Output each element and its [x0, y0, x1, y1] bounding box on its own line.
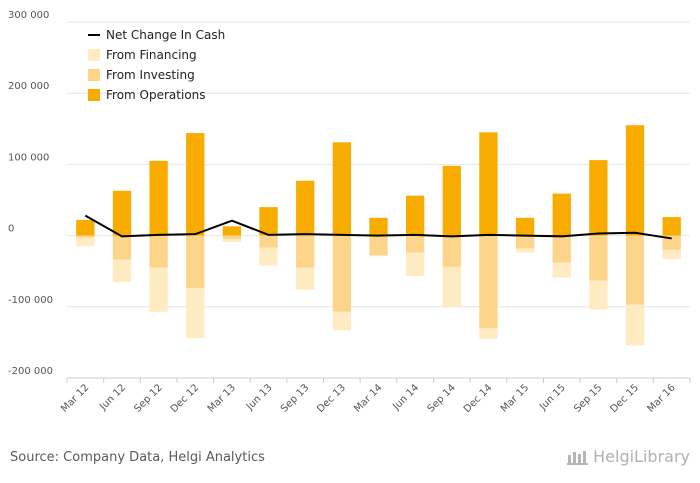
bar-from-financing — [662, 249, 681, 260]
legend-label: From Operations — [106, 88, 206, 102]
legend-label: From Financing — [106, 48, 197, 62]
bar-from-financing — [332, 311, 352, 331]
x-tick-label: Sep 14 — [426, 382, 458, 414]
series-line-net-change-in-cash — [84, 214, 672, 240]
x-tick-label: Dec 12 — [169, 382, 202, 415]
bar-from-operations — [552, 193, 571, 236]
legend-label: Net Change In Cash — [106, 28, 225, 42]
bar-from-financing — [405, 252, 425, 277]
x-tick-label: Sep 13 — [279, 382, 311, 414]
y-tick-label: 100 000 — [8, 152, 49, 163]
bar-from-operations — [369, 217, 388, 236]
bar-from-financing — [625, 304, 645, 346]
bar-from-operations — [405, 195, 425, 236]
bar-from-investing — [515, 235, 535, 249]
bar-from-investing — [405, 235, 425, 253]
x-tick-label: Jun 12 — [97, 382, 128, 413]
bar-from-operations — [515, 217, 535, 236]
bar-from-operations — [332, 142, 352, 236]
x-tick-label: Dec 13 — [315, 382, 348, 415]
bar-from-financing — [296, 267, 315, 290]
y-tick-label: -100 000 — [8, 295, 53, 306]
bar-from-investing — [589, 235, 608, 281]
bar-from-financing — [552, 262, 571, 278]
bar-from-financing — [515, 248, 535, 253]
bar-from-operations — [625, 125, 645, 236]
bar-from-operations — [296, 180, 315, 236]
bar-from-financing — [442, 266, 461, 307]
bar-from-investing — [552, 235, 571, 263]
cash-flow-chart: 300 000 200 000 100 000 0 -100 000 -200 000 Ma… — [8, 10, 691, 415]
legend-swatch — [88, 89, 100, 101]
x-tick-label: Jun 13 — [244, 382, 275, 413]
bar-from-investing — [259, 235, 278, 248]
bar-from-investing — [369, 235, 388, 256]
bar-from-operations — [259, 207, 278, 236]
bar-from-investing — [662, 235, 681, 250]
bar-from-operations — [149, 160, 168, 236]
library-icon — [567, 450, 589, 465]
legend-label: From Investing — [106, 68, 195, 82]
source-note: Source: Company Data, Helgi Analytics — [10, 450, 265, 465]
bar-from-investing — [442, 235, 461, 267]
x-tick-label: Jun 15 — [537, 382, 568, 413]
x-tick-label: Jun 14 — [390, 382, 421, 413]
bar-from-investing — [332, 235, 352, 312]
x-tick-label: Mar 13 — [206, 382, 238, 414]
bar-from-financing — [222, 239, 242, 243]
bar-from-investing — [186, 235, 205, 289]
bar-from-investing — [112, 235, 132, 260]
y-tick-label: 300 000 — [8, 10, 49, 21]
legend-swatch — [88, 49, 100, 61]
legend-swatch — [88, 69, 100, 81]
x-tick-label: Mar 15 — [499, 382, 531, 414]
x-tick-label: Dec 15 — [608, 382, 641, 415]
bar-from-financing — [149, 267, 168, 312]
x-tick-label: Mar 12 — [59, 382, 91, 414]
y-tick-label: -200 000 — [8, 366, 53, 377]
bar-from-financing — [76, 237, 95, 247]
x-tick-label: Sep 12 — [132, 382, 164, 414]
bar-from-operations — [76, 219, 95, 236]
bar-from-operations — [589, 160, 608, 236]
bar-from-investing — [296, 235, 315, 268]
bar-from-operations — [479, 132, 498, 236]
y-tick-label: 0 — [8, 224, 14, 235]
bar-from-operations — [112, 190, 132, 236]
bar-from-investing — [222, 235, 242, 240]
bar-from-investing — [479, 235, 498, 329]
brand-name: HelgiLibrary — [593, 447, 690, 466]
bar-from-operations — [662, 217, 681, 236]
brand-logo: HelgiLibrary — [567, 447, 690, 466]
bar-from-financing — [259, 247, 278, 266]
bar-from-financing — [186, 288, 205, 339]
bar-from-financing — [479, 328, 498, 339]
bar-from-operations — [442, 165, 461, 236]
bar-from-investing — [625, 235, 645, 305]
chart-area: 300 000 200 000 100 000 0 -100 000 -200 000 Ma… — [8, 10, 691, 415]
bar-from-operations — [186, 133, 205, 236]
x-tick-label: Mar 14 — [352, 382, 384, 414]
y-tick-label: 200 000 — [8, 81, 49, 92]
bar-from-financing — [589, 280, 608, 310]
x-tick-label: Mar 16 — [645, 382, 677, 414]
x-tick-label: Dec 14 — [462, 382, 495, 415]
bar-from-investing — [149, 235, 168, 268]
bar-from-investing — [76, 235, 95, 238]
bar-from-financing — [112, 259, 132, 282]
x-tick-label: Sep 15 — [572, 382, 604, 414]
bar-from-operations — [222, 226, 242, 236]
